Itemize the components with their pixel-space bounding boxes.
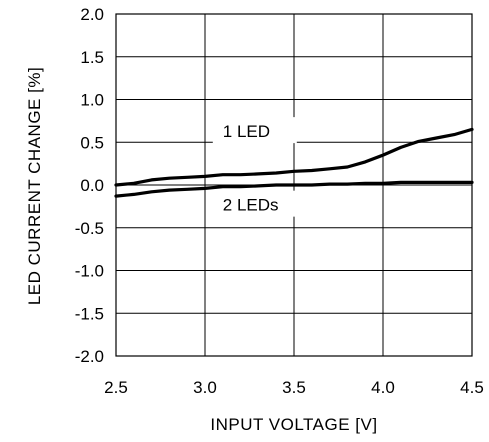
y-tick-label: 2.0 xyxy=(80,5,104,24)
x-tick-label: 3.5 xyxy=(282,378,306,397)
x-tick-labels: 2.5 3.0 3.5 4.0 4.5 xyxy=(104,378,484,397)
annotation-label: 1 LED xyxy=(223,122,270,141)
series-lines xyxy=(114,127,474,198)
y-tick-label: 0.5 xyxy=(80,133,104,152)
annotation-label: 2 LEDs xyxy=(223,196,279,215)
x-tick-label: 3.0 xyxy=(193,378,217,397)
y-tick-label: -1.5 xyxy=(75,304,104,323)
x-tick-label: 2.5 xyxy=(104,378,128,397)
annotations: 1 LED 2 LEDs xyxy=(212,117,309,217)
series-line-1 xyxy=(114,127,474,187)
y-tick-label: -2.0 xyxy=(75,347,104,366)
y-tick-label: 1.5 xyxy=(80,48,104,67)
x-axis-label: INPUT VOLTAGE [V] xyxy=(210,415,377,434)
y-tick-label: -0.5 xyxy=(75,219,104,238)
series-line-2 xyxy=(114,180,474,198)
y-tick-label: 1.0 xyxy=(80,91,104,110)
x-tick-label: 4.5 xyxy=(460,378,484,397)
y-axis-label: LED CURRENT CHANGE [%] xyxy=(25,67,44,305)
annotation-bg xyxy=(212,190,309,217)
x-tick-label: 4.0 xyxy=(371,378,395,397)
annotation-bg xyxy=(212,117,297,144)
y-tick-labels: 2.0 1.5 1.0 0.5 0.0 -0.5 -1.0 -1.5 -2.0 xyxy=(75,5,104,366)
y-tick-label: 0.0 xyxy=(80,176,104,195)
y-tick-label: -1.0 xyxy=(75,262,104,281)
